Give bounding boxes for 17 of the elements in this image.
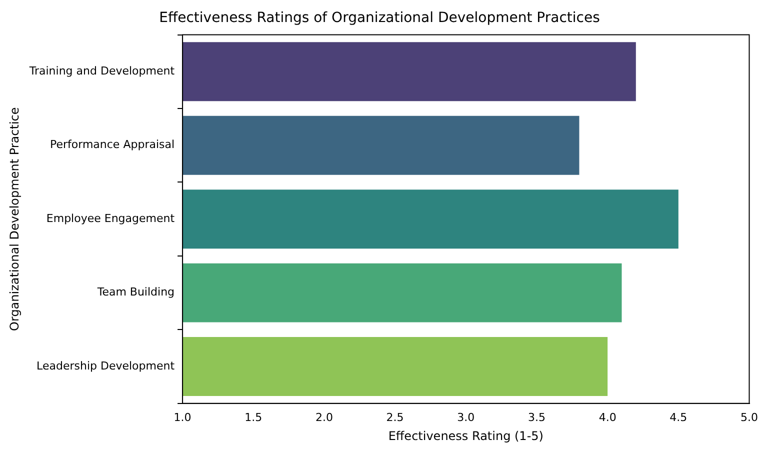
x-tick-label: 4.0 (598, 410, 616, 424)
x-tick-label: 2.5 (386, 410, 404, 424)
y-tick-label: Leadership Development (36, 359, 176, 372)
chart-title: Effectiveness Ratings of Organizational Development Practices (159, 10, 600, 26)
x-axis-title: Effectiveness Rating (1-5) (388, 428, 544, 443)
x-tick-label: 1.5 (244, 410, 262, 424)
y-axis-title: Organizational Development Practice (7, 107, 22, 331)
y-tick-label: Performance Appraisal (50, 138, 175, 152)
y-tick-label: Employee Engagement (46, 212, 176, 225)
x-tick-label: 3.0 (457, 410, 475, 424)
y-tick-label: Training and Development (28, 64, 176, 78)
x-tick-label: 1.0 (174, 410, 192, 424)
x-tick-label: 4.5 (670, 410, 688, 424)
x-tick-label: 3.5 (528, 410, 546, 424)
x-tick-label: 2.0 (315, 410, 333, 424)
x-tick-label: 5.0 (740, 410, 758, 424)
y-tick-label: Team Building (96, 286, 175, 299)
